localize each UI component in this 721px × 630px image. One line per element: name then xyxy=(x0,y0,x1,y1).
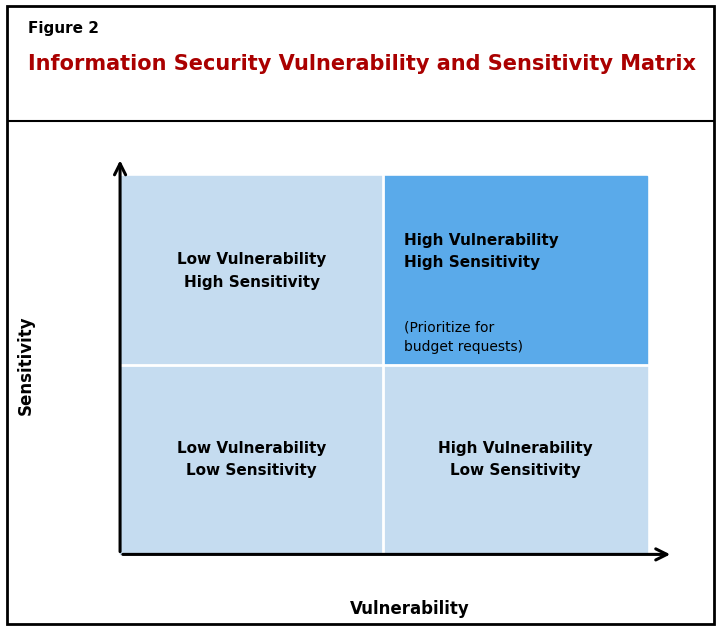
Text: Information Security Vulnerability and Sensitivity Matrix: Information Security Vulnerability and S… xyxy=(28,54,696,74)
Text: Low Vulnerability
High Sensitivity: Low Vulnerability High Sensitivity xyxy=(177,252,327,290)
Text: High Vulnerability
Low Sensitivity: High Vulnerability Low Sensitivity xyxy=(438,441,593,479)
Text: High Vulnerability
High Sensitivity: High Vulnerability High Sensitivity xyxy=(404,233,559,270)
Text: Vulnerability: Vulnerability xyxy=(350,600,469,618)
Bar xyxy=(120,176,384,365)
Text: Low Vulnerability
Low Sensitivity: Low Vulnerability Low Sensitivity xyxy=(177,441,327,479)
Text: Sensitivity: Sensitivity xyxy=(17,316,35,415)
Text: (Prioritize for
budget requests): (Prioritize for budget requests) xyxy=(404,320,523,353)
Text: Figure 2: Figure 2 xyxy=(28,21,99,36)
Bar xyxy=(120,365,384,554)
Bar xyxy=(384,176,647,365)
Bar xyxy=(384,365,647,554)
